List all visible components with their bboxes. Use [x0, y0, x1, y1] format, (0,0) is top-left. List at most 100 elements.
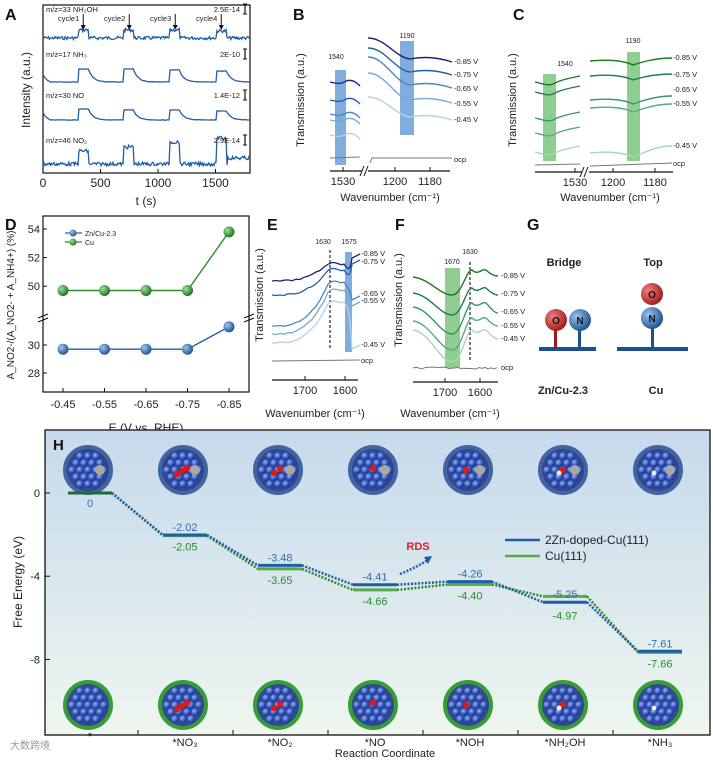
cu-atom	[88, 459, 96, 467]
x-tick-label: *NO₂	[267, 737, 292, 749]
cu-atom	[460, 459, 468, 467]
x-tick-label: 1530	[331, 176, 355, 188]
cu-atom	[654, 466, 662, 474]
adsorbate-o-atom	[462, 466, 470, 474]
data-point	[99, 343, 110, 355]
x-tick-label: 1700	[293, 385, 317, 397]
cu-atom	[638, 466, 646, 474]
spectrum-curve	[534, 111, 581, 122]
cu-atom	[571, 459, 579, 467]
x-tick-label: 1700	[433, 387, 457, 399]
ocp-curve	[589, 162, 673, 167]
band-1190	[400, 41, 414, 135]
spectrum-curve	[412, 286, 499, 316]
cu-atom	[472, 687, 480, 695]
band-1190	[627, 52, 640, 161]
energy-connector	[586, 601, 639, 653]
surface-model-icon	[253, 680, 303, 730]
cu-atom	[100, 701, 108, 709]
bond-o-stick	[554, 328, 557, 348]
y-axis-label: Free Energy (eV)	[11, 536, 25, 628]
cu-atom	[464, 687, 472, 695]
spectrum-curve	[329, 117, 361, 125]
cu-atom	[353, 701, 361, 709]
cu-atom	[76, 715, 84, 723]
cu-atom	[278, 459, 286, 467]
surface-model-icon	[633, 680, 683, 730]
legend-label: Cu(111)	[545, 549, 587, 563]
cu-atom	[472, 715, 480, 723]
cu-atom	[361, 452, 369, 460]
cu-atom	[468, 473, 476, 481]
scale-label: 2.5E-14	[214, 5, 240, 14]
cu-atom	[480, 701, 488, 709]
cu-atom	[76, 452, 84, 460]
ocp-curve	[534, 163, 581, 166]
catalyst-label: Cu	[649, 385, 664, 397]
adsorbate-o-atom	[183, 464, 191, 472]
cu-atom	[187, 452, 195, 460]
panel-c-letter: C	[513, 7, 525, 24]
x-axis-label: t (s)	[136, 194, 157, 208]
data-point	[223, 321, 235, 333]
x-tick-label: -0.55	[92, 399, 117, 411]
oxygen-atom	[641, 283, 663, 305]
cu-atom	[361, 466, 369, 474]
cu-atom	[258, 701, 266, 709]
trace-no2	[42, 135, 251, 168]
series-label: -0.55 V	[673, 99, 697, 108]
cu-atom	[84, 715, 92, 723]
energy-label: -7.61	[647, 638, 672, 650]
cu-atom	[163, 466, 171, 474]
cu-atom	[274, 687, 282, 695]
cu-atom	[555, 708, 563, 716]
x-axis-label: Reaction Coordinate	[335, 748, 435, 760]
cu-atom	[92, 452, 100, 460]
series-label: -0.45 V	[361, 340, 385, 349]
arrow-head-icon	[218, 25, 224, 30]
cu-atom	[167, 708, 175, 716]
cu-atom	[175, 694, 183, 702]
cu-atom	[555, 694, 563, 702]
surface-model-icon	[63, 445, 113, 495]
cu-atom	[373, 694, 381, 702]
cu-atom	[274, 480, 282, 488]
energy-connector	[491, 580, 544, 604]
cu-atom	[658, 708, 666, 716]
zn-atom	[475, 465, 485, 475]
cu-atom	[559, 715, 567, 723]
catalyst-label: Zn/Cu-2.3	[538, 385, 588, 397]
legend-label: Zn/Cu-2.3	[85, 231, 116, 238]
cycle-label: cycle1	[58, 14, 79, 23]
panel-g-letter: G	[527, 217, 539, 234]
cu-atom	[270, 694, 278, 702]
zn-atom	[570, 465, 580, 475]
cu-atom	[357, 459, 365, 467]
cu-atom	[167, 694, 175, 702]
cu-atom	[559, 452, 567, 460]
data-point	[57, 284, 69, 296]
spectrum-curve	[534, 126, 581, 137]
marker-label: 1670	[444, 259, 460, 266]
x-tick-label: *NH₂OH	[545, 737, 586, 749]
energy-label: -4.66	[362, 596, 387, 608]
scale-label: 1.4E-12	[214, 91, 240, 100]
x-tick-label: 500	[90, 176, 110, 190]
cu-atom	[278, 708, 286, 716]
x-tick-label: 1500	[202, 176, 229, 190]
cu-atom	[642, 459, 650, 467]
panel-b-letter: B	[293, 7, 305, 24]
energy-connector	[206, 534, 259, 570]
cu-atom	[654, 452, 662, 460]
nitrogen-atom	[569, 309, 591, 331]
axis-break-icon	[359, 165, 365, 177]
cu-atom	[96, 473, 104, 481]
cu-atom	[547, 473, 555, 481]
spectrum-curve	[589, 73, 673, 81]
adsorbate-o-atom	[183, 699, 191, 707]
cu-atom	[80, 694, 88, 702]
cu-atom	[92, 480, 100, 488]
cu-atom	[191, 708, 199, 716]
cu-atom	[282, 701, 290, 709]
cu-atom	[448, 466, 456, 474]
